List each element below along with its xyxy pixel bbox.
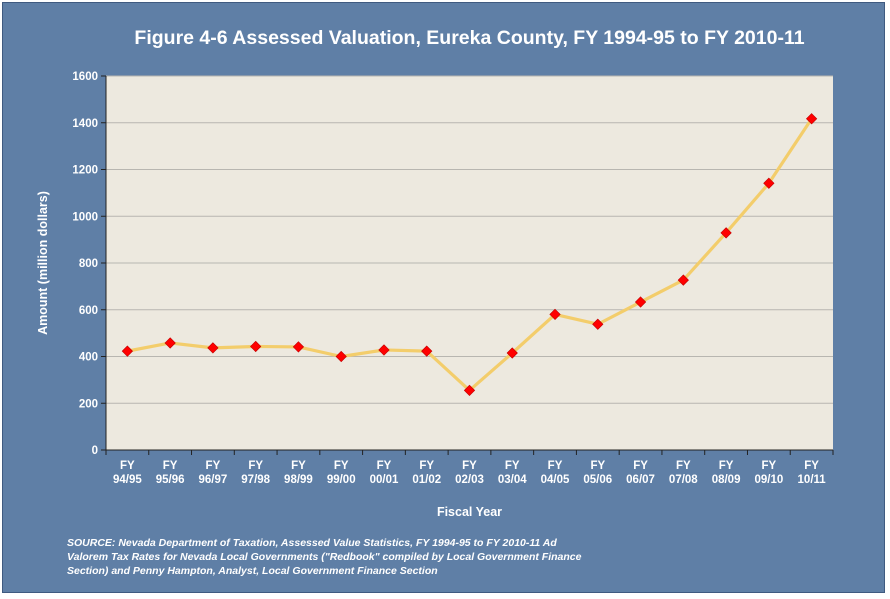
y-tick-label: 1400 <box>72 118 98 130</box>
x-tick-label-line: 00/01 <box>370 474 399 486</box>
y-tick-label: 800 <box>79 258 98 270</box>
x-tick-label: FY 99/00 <box>327 460 356 486</box>
x-tick-label-line: 08/09 <box>712 474 741 486</box>
x-tick-label: FY 05/06 <box>583 460 612 486</box>
x-tick-label-line: FY <box>633 460 648 472</box>
x-tick-label-line: FY <box>804 460 819 472</box>
x-tick-label-line: FY <box>590 460 605 472</box>
data-point <box>164 337 176 349</box>
data-point <box>121 345 134 357</box>
x-tick-label-line: 97/98 <box>241 474 270 486</box>
x-tick-label-line: FY <box>505 460 520 472</box>
x-tick-label-line: 99/00 <box>327 474 356 486</box>
x-tick-label-line: 96/97 <box>199 474 228 486</box>
y-tick-label: 1200 <box>72 165 98 177</box>
chart-title: Figure 4-6 Assessed Valuation, Eureka Co… <box>134 27 805 49</box>
x-tick-label-line: FY <box>762 460 777 472</box>
y-tick-label: 200 <box>79 398 98 410</box>
x-tick-label: FY 00/01 <box>370 460 399 486</box>
x-tick-label: FY 97/98 <box>241 460 270 486</box>
data-point <box>292 341 305 353</box>
x-tick-label-line: FY <box>377 460 392 472</box>
x-tick-label-line: FY <box>548 460 563 472</box>
data-point <box>720 227 732 239</box>
x-tick-label-line: 98/99 <box>284 474 313 486</box>
x-tick-label: FY 04/05 <box>541 460 570 486</box>
x-tick-label-line: 07/08 <box>669 474 698 486</box>
x-axis-title: Fiscal Year <box>437 505 502 519</box>
y-tick-label: 1000 <box>72 211 98 223</box>
x-tick-label: FY 08/09 <box>712 460 741 486</box>
data-point <box>335 350 347 363</box>
data-point <box>634 296 647 308</box>
x-tick-label-line: FY <box>676 460 691 472</box>
x-tick-label: FY 03/04 <box>498 460 527 486</box>
x-tick-label: FY 96/97 <box>199 460 228 486</box>
data-point <box>463 384 476 397</box>
x-tick-label: FY 98/99 <box>284 460 313 486</box>
x-tick-label-line: 95/96 <box>156 474 185 486</box>
y-axis-title: Amount (million dollars) <box>36 191 50 335</box>
data-point <box>378 344 390 356</box>
data-point <box>421 345 433 357</box>
x-tick-label: FY 02/03 <box>455 460 484 486</box>
data-point <box>592 318 604 330</box>
x-tick-label-line: FY <box>462 460 477 472</box>
data-point <box>763 177 775 189</box>
x-tick-label: FY 95/96 <box>156 460 185 486</box>
source-note: SOURCE: Nevada Department of Taxation, A… <box>67 537 582 577</box>
y-tick-label: 400 <box>79 352 98 364</box>
x-tick-label: FY 07/08 <box>669 460 698 486</box>
y-tick-label: 0 <box>92 445 98 457</box>
x-tick-label-line: 01/02 <box>412 474 441 486</box>
y-tick-label: 1600 <box>72 71 98 83</box>
x-tick-label-line: 05/06 <box>583 474 612 486</box>
x-tick-label-line: FY <box>334 460 349 472</box>
x-tick-label: FY 10/11 <box>798 460 827 486</box>
data-point <box>805 113 818 125</box>
x-tick-label-line: FY <box>120 460 135 472</box>
data-point <box>677 274 689 286</box>
x-tick-label-line: FY <box>291 460 306 472</box>
x-tick-label-line: 02/03 <box>455 474 484 486</box>
y-tick-label: 600 <box>79 305 98 317</box>
x-tick-label-line: 09/10 <box>754 474 783 486</box>
chart-frame: Figure 4-6 Assessed Valuation, Eureka Co… <box>2 2 885 593</box>
x-tick-label: FY 09/10 <box>754 460 783 486</box>
x-tick-label-line: 03/04 <box>498 474 527 486</box>
x-tick-label-line: FY <box>419 460 434 472</box>
data-point <box>506 347 518 359</box>
x-tick-label-line: 10/11 <box>798 474 827 486</box>
x-tick-label-line: FY <box>719 460 734 472</box>
x-tick-label-line: FY <box>248 460 263 472</box>
x-tick-label: FY 01/02 <box>412 460 441 486</box>
x-tick-label-line: 06/07 <box>626 474 655 486</box>
x-tick-label: FY 94/95 <box>113 460 142 486</box>
x-tick-label-line: 04/05 <box>541 474 570 486</box>
x-tick-label-line: 94/95 <box>113 474 142 486</box>
data-point <box>250 340 262 353</box>
x-tick-label: FY 06/07 <box>626 460 655 486</box>
data-point <box>549 308 561 321</box>
data-point <box>207 342 219 354</box>
line-chart: 0 200 400 600 800 1000 1200 1400 1600 FY 94/95 FY 95… <box>36 71 834 519</box>
x-tick-label-line: FY <box>206 460 221 472</box>
x-tick-label-line: FY <box>163 460 178 472</box>
